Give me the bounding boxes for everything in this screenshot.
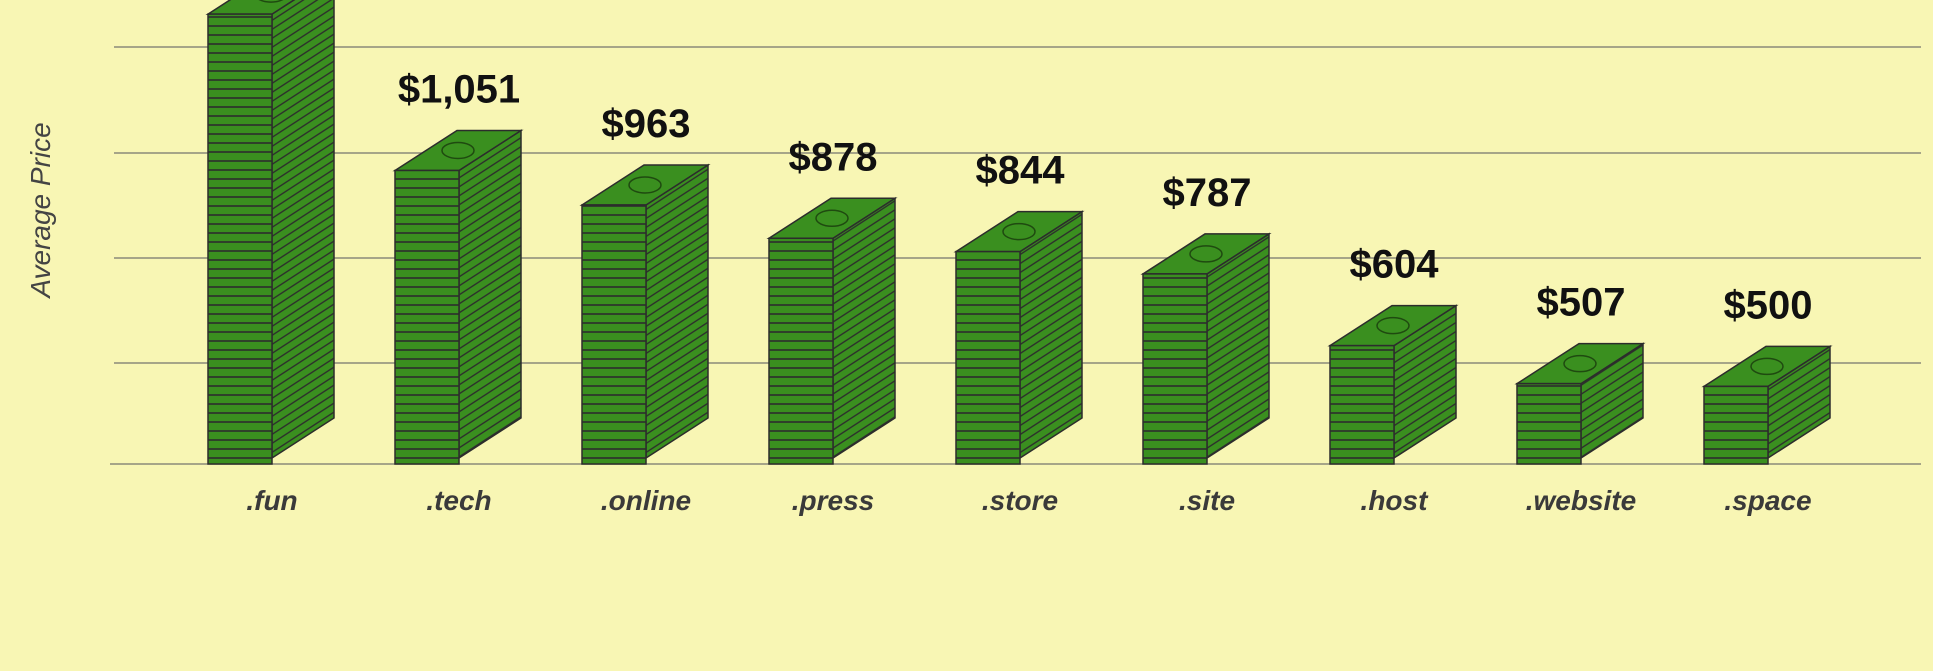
value-label: $1,051 [398,67,520,111]
money-stack [1517,344,1643,464]
bar [769,238,833,464]
value-label: $878 [789,135,878,179]
x-tick-label: .website [1526,485,1636,516]
bar [208,14,272,464]
x-tick-label: .online [601,485,691,516]
bar [956,252,1020,464]
bar [1517,384,1581,464]
money-stack [208,0,334,464]
x-tick-label: .host [1361,485,1430,516]
value-label: $787 [1163,171,1252,215]
value-label: $500 [1724,283,1813,327]
bar [1330,346,1394,464]
x-tick-label: .press [792,485,875,516]
page: {"chart_data": {"type": "bar", "y_label"… [0,0,1933,671]
money-stack [1704,346,1830,464]
y-axis-title: Average Price [25,122,56,299]
money-stack [395,130,521,464]
x-tick-label: .fun [246,485,297,516]
bar [1143,274,1207,464]
x-tick-label: .tech [426,485,491,516]
x-tick-label: .space [1724,485,1811,516]
chart: Average Price .fun .tech $1,051 .online $963… [0,0,1933,671]
money-stack [769,198,895,464]
stack-side [1020,212,1082,458]
stack-side [459,130,521,458]
money-stack [1143,234,1269,464]
money-stack [1330,306,1456,464]
money-stack [582,165,708,464]
bar [582,205,646,464]
bar [1704,386,1768,464]
stack-side [272,0,334,458]
stack-side [833,198,895,458]
value-label: $844 [976,149,1066,193]
money-stack [956,212,1082,464]
x-tick-label: .store [982,485,1058,516]
value-label: $507 [1537,281,1626,325]
stack-side [646,165,708,458]
value-label: $963 [602,102,691,146]
x-tick-label: .site [1179,485,1235,516]
bar [395,170,459,464]
value-label: $604 [1350,243,1440,287]
